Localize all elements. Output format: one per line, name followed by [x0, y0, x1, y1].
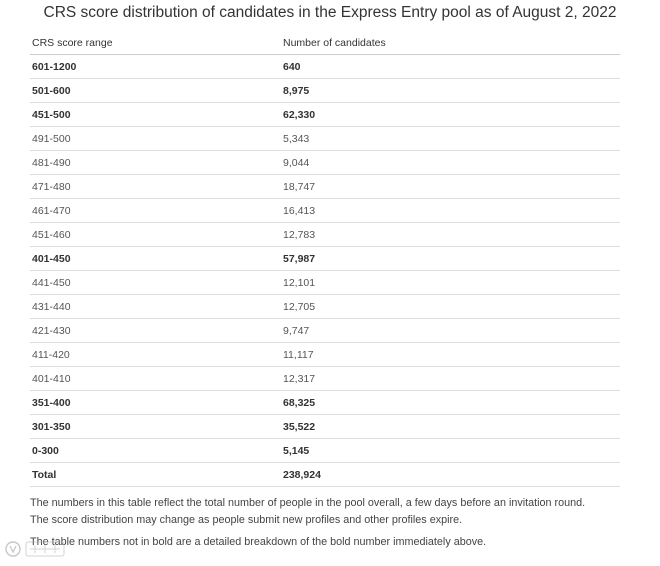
candidate-count-cell: 5,145 [281, 438, 620, 463]
score-range-cell: 451-500 [30, 102, 281, 127]
table-row: 431-440 12,705 [30, 294, 620, 319]
note-line-1: The numbers in this table reflect the to… [30, 497, 586, 509]
table-row: 481-490 9,044 [30, 150, 620, 175]
candidate-count-cell: 35,522 [281, 414, 620, 439]
candidate-count-cell: 12,317 [281, 366, 620, 391]
score-range-cell: 351-400 [30, 390, 281, 415]
score-range-cell: 431-440 [30, 294, 281, 319]
candidate-count-cell: 5,343 [281, 126, 620, 151]
table-notes: The numbers in this table reflect the to… [30, 495, 630, 551]
candidate-count-cell: 640 [281, 54, 620, 79]
table-caption: CRS score distribution of candidates in … [43, 4, 617, 21]
score-range-cell: 401-450 [30, 246, 281, 271]
score-range-cell: 601-1200 [30, 54, 281, 79]
score-range-cell: 451-460 [30, 222, 281, 247]
score-range-cell: 401-410 [30, 366, 281, 391]
score-range-cell: 411-420 [30, 342, 281, 367]
table-row: 451-460 12,783 [30, 222, 620, 247]
watermark-logo-icon [5, 541, 65, 557]
table-total-row: Total 238,924 [30, 462, 620, 487]
header-number-of-candidates: Number of candidates [281, 31, 620, 55]
table-row: 301-350 35,522 [30, 414, 620, 439]
table-row: 501-600 8,975 [30, 78, 620, 103]
crs-distribution-table: CRS score range Number of candidates 601… [30, 31, 620, 487]
score-range-cell: 481-490 [30, 150, 281, 175]
total-label-cell: Total [30, 462, 281, 487]
candidate-count-cell: 12,705 [281, 294, 620, 319]
header-crs-score-range: CRS score range [30, 31, 281, 55]
table-body: 601-1200 640 501-600 8,975 451-500 62,330 4… [30, 54, 620, 487]
table-row: 421-430 9,747 [30, 318, 620, 343]
score-range-cell: 501-600 [30, 78, 281, 103]
candidate-count-cell: 18,747 [281, 174, 620, 199]
table-row: 601-1200 640 [30, 54, 620, 79]
table-row: 401-410 12,317 [30, 366, 620, 391]
note-line-3: The table numbers not in bold are a deta… [30, 536, 487, 548]
candidate-count-cell: 12,101 [281, 270, 620, 295]
table-row: 441-450 12,101 [30, 270, 620, 295]
candidate-count-cell: 12,783 [281, 222, 620, 247]
candidate-count-cell: 9,747 [281, 318, 620, 343]
table-row: 451-500 62,330 [30, 102, 620, 127]
score-range-cell: 421-430 [30, 318, 281, 343]
total-count-cell: 238,924 [281, 462, 620, 487]
table-row: 401-450 57,987 [30, 246, 620, 271]
candidate-count-cell: 11,117 [281, 342, 620, 367]
candidate-count-cell: 57,987 [281, 246, 620, 271]
table-row: 491-500 5,343 [30, 126, 620, 151]
note-line-2: The score distribution may change as peo… [30, 514, 463, 526]
score-range-cell: 301-350 [30, 414, 281, 439]
score-range-cell: 441-450 [30, 270, 281, 295]
table-row: 351-400 68,325 [30, 390, 620, 415]
candidate-count-cell: 68,325 [281, 390, 620, 415]
candidate-count-cell: 8,975 [281, 78, 620, 103]
table-row: 411-420 11,117 [30, 342, 620, 367]
table-row: 461-470 16,413 [30, 198, 620, 223]
table-row: 471-480 18,747 [30, 174, 620, 199]
table-row: 0-300 5,145 [30, 438, 620, 463]
score-range-cell: 0-300 [30, 438, 281, 463]
candidate-count-cell: 62,330 [281, 102, 620, 127]
candidate-count-cell: 16,413 [281, 198, 620, 223]
score-range-cell: 491-500 [30, 126, 281, 151]
candidate-count-cell: 9,044 [281, 150, 620, 175]
score-range-cell: 461-470 [30, 198, 281, 223]
table-header-row: CRS score range Number of candidates [30, 31, 620, 55]
score-range-cell: 471-480 [30, 174, 281, 199]
